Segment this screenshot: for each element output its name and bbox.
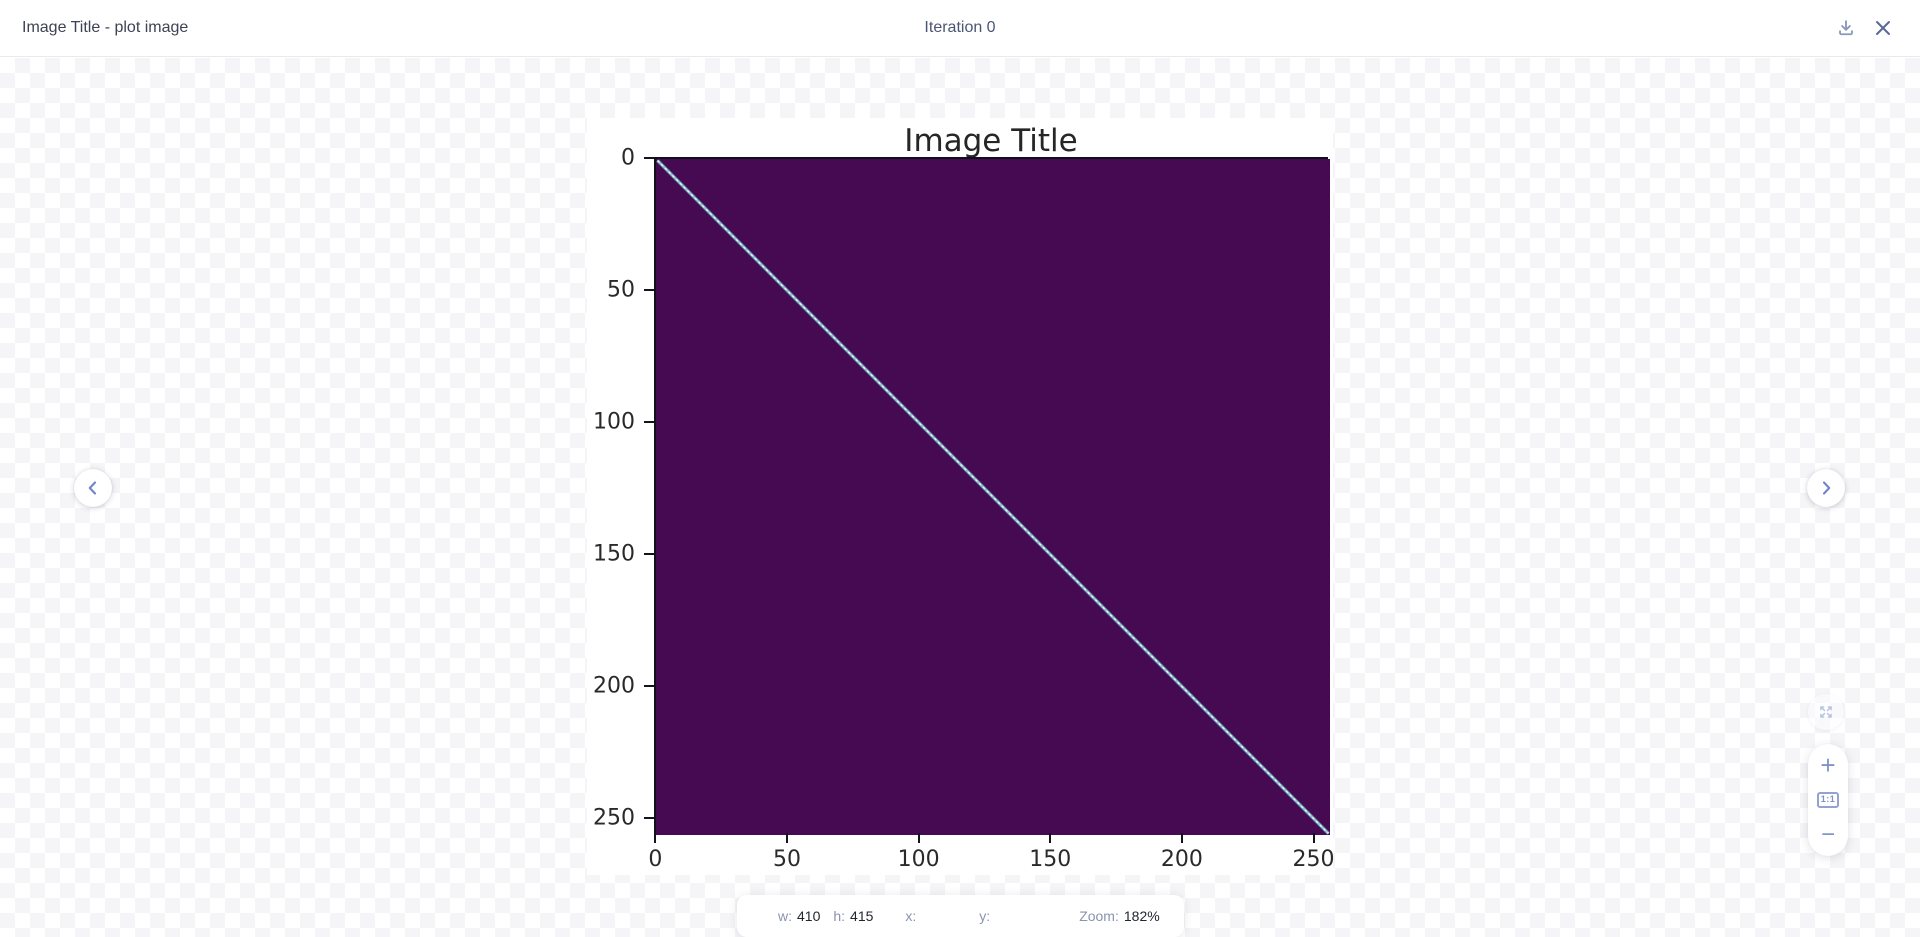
- previous-image-button[interactable]: [74, 469, 112, 507]
- y-tick-mark: [644, 553, 654, 556]
- download-icon: [1835, 17, 1857, 39]
- y-tick-label: 0: [621, 145, 635, 171]
- actual-size-button[interactable]: 1:1: [1808, 785, 1848, 815]
- x-tick-mark: [785, 833, 788, 843]
- y-tick-mark: [644, 421, 654, 424]
- x-tick-mark: [1180, 833, 1183, 843]
- status-x: x:: [905, 908, 917, 924]
- close-icon: [1873, 18, 1893, 38]
- x-tick-label: 200: [1160, 847, 1203, 872]
- window-title: Image Title - plot image: [22, 19, 189, 36]
- zoom-out-button[interactable]: −: [1808, 820, 1848, 850]
- x-tick-label: 250: [1292, 847, 1335, 872]
- one-to-one-icon: 1:1: [1816, 792, 1840, 808]
- expand-icon: [1817, 703, 1835, 721]
- x-tick-mark: [917, 833, 920, 843]
- zoom-in-button[interactable]: +: [1808, 750, 1848, 780]
- plot-title: Image Title: [904, 123, 1078, 159]
- y-tick-label: 50: [607, 277, 635, 303]
- x-tick-label: 100: [897, 847, 940, 872]
- x-tick-mark: [654, 833, 657, 843]
- x-tick-mark: [1312, 833, 1315, 843]
- status-zoom: Zoom: 182%: [1079, 908, 1160, 924]
- status-height: h: 415: [833, 908, 874, 924]
- plot-axes: [654, 157, 1330, 835]
- chevron-right-icon: [1816, 478, 1836, 498]
- x-axis: 0 50 100 150 200 250: [648, 833, 1335, 875]
- y-tick-mark: [644, 817, 654, 820]
- y-axis: 0 50 100 150 200 250: [587, 146, 654, 833]
- status-bar: w: 410 h: 415 x: y: Zoom: 182%: [737, 895, 1184, 937]
- y-tick-mark: [644, 157, 654, 160]
- zoom-toolbar: + 1:1 −: [1808, 744, 1848, 856]
- x-tick-label: 50: [772, 847, 801, 872]
- y-tick-label: 200: [593, 673, 635, 699]
- y-tick-mark: [644, 289, 654, 292]
- header-bar: Image Title - plot image Iteration 0: [0, 0, 1920, 57]
- download-button[interactable]: [1828, 10, 1864, 46]
- x-tick-label: 150: [1029, 847, 1072, 872]
- chevron-left-icon: [83, 478, 103, 498]
- y-tick-label: 150: [593, 541, 635, 567]
- y-tick-label: 100: [593, 409, 635, 435]
- x-tick-label: 0: [648, 847, 663, 872]
- y-tick-label: 250: [593, 805, 635, 831]
- status-y: y:: [979, 908, 991, 924]
- iteration-label: Iteration 0: [924, 19, 996, 36]
- next-image-button[interactable]: [1807, 469, 1845, 507]
- close-button[interactable]: [1865, 10, 1901, 46]
- x-tick-mark: [1049, 833, 1052, 843]
- y-tick-mark: [644, 685, 654, 688]
- status-width: w: 410: [778, 908, 821, 924]
- fullscreen-button[interactable]: [1808, 694, 1844, 730]
- heatmap-area: [656, 159, 1330, 835]
- plot-image[interactable]: Image Title 0 50 100 150 200 250 0 50 100 150 200…: [587, 118, 1335, 875]
